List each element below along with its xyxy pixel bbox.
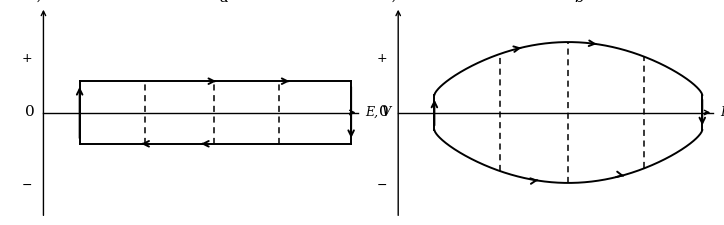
Text: E, V: E, V <box>720 106 724 119</box>
Text: 0: 0 <box>25 106 35 119</box>
Text: I, A: I, A <box>33 0 54 3</box>
Text: +: + <box>376 52 387 65</box>
Text: −: − <box>22 179 33 192</box>
Text: a: a <box>220 0 229 5</box>
Text: −: − <box>376 179 387 192</box>
Text: +: + <box>22 52 33 65</box>
Text: b: b <box>574 0 584 5</box>
Text: I, A: I, A <box>387 0 409 3</box>
Text: 0: 0 <box>379 106 390 119</box>
Text: E, V: E, V <box>366 106 392 119</box>
